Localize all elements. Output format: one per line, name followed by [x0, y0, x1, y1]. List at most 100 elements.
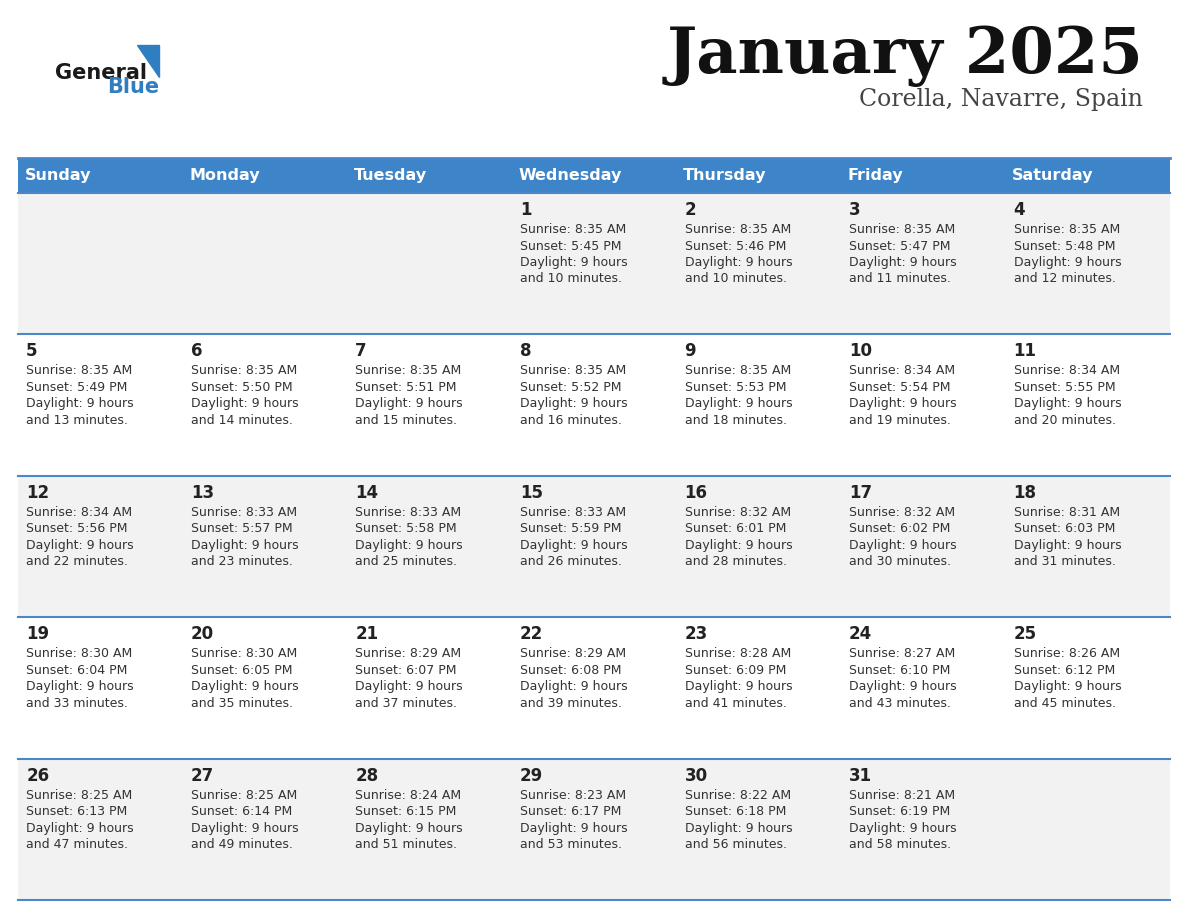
Text: Sunrise: 8:26 AM: Sunrise: 8:26 AM — [1013, 647, 1120, 660]
Text: Daylight: 9 hours: Daylight: 9 hours — [520, 680, 627, 693]
Text: Daylight: 9 hours: Daylight: 9 hours — [520, 539, 627, 552]
Text: 3: 3 — [849, 201, 861, 219]
Text: Daylight: 9 hours: Daylight: 9 hours — [520, 397, 627, 410]
Text: Sunrise: 8:21 AM: Sunrise: 8:21 AM — [849, 789, 955, 801]
Text: Daylight: 9 hours: Daylight: 9 hours — [191, 822, 298, 834]
Text: and 20 minutes.: and 20 minutes. — [1013, 414, 1116, 427]
Text: Daylight: 9 hours: Daylight: 9 hours — [849, 539, 956, 552]
Text: and 56 minutes.: and 56 minutes. — [684, 838, 786, 851]
Text: and 11 minutes.: and 11 minutes. — [849, 273, 950, 285]
Bar — [18, 476, 1170, 617]
Text: Sunrise: 8:35 AM: Sunrise: 8:35 AM — [520, 223, 626, 236]
Text: 31: 31 — [849, 767, 872, 785]
Text: Daylight: 9 hours: Daylight: 9 hours — [849, 256, 956, 269]
Text: Sunset: 5:45 PM: Sunset: 5:45 PM — [520, 240, 621, 252]
Text: Sunset: 5:50 PM: Sunset: 5:50 PM — [191, 381, 292, 394]
Text: 6: 6 — [191, 342, 202, 361]
Text: Sunrise: 8:35 AM: Sunrise: 8:35 AM — [520, 364, 626, 377]
Text: and 35 minutes.: and 35 minutes. — [191, 697, 292, 710]
Text: Friday: Friday — [847, 168, 903, 183]
Text: 15: 15 — [520, 484, 543, 502]
Text: Sunrise: 8:30 AM: Sunrise: 8:30 AM — [191, 647, 297, 660]
Text: Saturday: Saturday — [1012, 168, 1093, 183]
Text: 30: 30 — [684, 767, 708, 785]
Text: and 45 minutes.: and 45 minutes. — [1013, 697, 1116, 710]
Text: Sunrise: 8:35 AM: Sunrise: 8:35 AM — [26, 364, 133, 377]
Text: Sunset: 6:12 PM: Sunset: 6:12 PM — [1013, 664, 1114, 677]
Text: Sunset: 6:13 PM: Sunset: 6:13 PM — [26, 805, 127, 818]
Text: 25: 25 — [1013, 625, 1037, 644]
Text: Sunset: 5:54 PM: Sunset: 5:54 PM — [849, 381, 950, 394]
Text: and 49 minutes.: and 49 minutes. — [191, 838, 292, 851]
Text: Sunrise: 8:35 AM: Sunrise: 8:35 AM — [684, 364, 791, 377]
Text: 27: 27 — [191, 767, 214, 785]
Text: Sunset: 6:08 PM: Sunset: 6:08 PM — [520, 664, 621, 677]
Bar — [18, 334, 1170, 476]
Text: 20: 20 — [191, 625, 214, 644]
Text: Sunset: 5:59 PM: Sunset: 5:59 PM — [520, 522, 621, 535]
Text: Sunset: 5:57 PM: Sunset: 5:57 PM — [191, 522, 292, 535]
Text: Daylight: 9 hours: Daylight: 9 hours — [191, 539, 298, 552]
Text: and 31 minutes.: and 31 minutes. — [1013, 555, 1116, 568]
Text: Sunrise: 8:23 AM: Sunrise: 8:23 AM — [520, 789, 626, 801]
Text: 28: 28 — [355, 767, 379, 785]
Text: Sunrise: 8:25 AM: Sunrise: 8:25 AM — [26, 789, 133, 801]
Text: Sunset: 6:10 PM: Sunset: 6:10 PM — [849, 664, 950, 677]
Text: Daylight: 9 hours: Daylight: 9 hours — [684, 822, 792, 834]
Bar — [18, 193, 1170, 334]
Text: Daylight: 9 hours: Daylight: 9 hours — [355, 397, 463, 410]
Text: and 53 minutes.: and 53 minutes. — [520, 838, 623, 851]
Text: Daylight: 9 hours: Daylight: 9 hours — [26, 539, 134, 552]
Text: Daylight: 9 hours: Daylight: 9 hours — [849, 822, 956, 834]
Text: Sunset: 5:55 PM: Sunset: 5:55 PM — [1013, 381, 1116, 394]
Text: Sunrise: 8:35 AM: Sunrise: 8:35 AM — [849, 223, 955, 236]
Text: 18: 18 — [1013, 484, 1037, 502]
Text: Sunrise: 8:27 AM: Sunrise: 8:27 AM — [849, 647, 955, 660]
Text: Daylight: 9 hours: Daylight: 9 hours — [191, 680, 298, 693]
Text: Sunset: 6:15 PM: Sunset: 6:15 PM — [355, 805, 456, 818]
Text: and 43 minutes.: and 43 minutes. — [849, 697, 950, 710]
Text: 11: 11 — [1013, 342, 1037, 361]
Text: Sunset: 5:53 PM: Sunset: 5:53 PM — [684, 381, 786, 394]
Text: Daylight: 9 hours: Daylight: 9 hours — [684, 680, 792, 693]
Text: Daylight: 9 hours: Daylight: 9 hours — [355, 822, 463, 834]
Text: Daylight: 9 hours: Daylight: 9 hours — [1013, 680, 1121, 693]
Text: Thursday: Thursday — [683, 168, 766, 183]
Text: 13: 13 — [191, 484, 214, 502]
Text: Sunrise: 8:35 AM: Sunrise: 8:35 AM — [684, 223, 791, 236]
Text: Sunset: 6:03 PM: Sunset: 6:03 PM — [1013, 522, 1116, 535]
Text: Sunrise: 8:28 AM: Sunrise: 8:28 AM — [684, 647, 791, 660]
Text: and 14 minutes.: and 14 minutes. — [191, 414, 292, 427]
Text: and 18 minutes.: and 18 minutes. — [684, 414, 786, 427]
Text: Sunset: 5:58 PM: Sunset: 5:58 PM — [355, 522, 457, 535]
Text: and 41 minutes.: and 41 minutes. — [684, 697, 786, 710]
Text: and 30 minutes.: and 30 minutes. — [849, 555, 952, 568]
Text: Sunrise: 8:31 AM: Sunrise: 8:31 AM — [1013, 506, 1120, 519]
Text: Sunrise: 8:29 AM: Sunrise: 8:29 AM — [520, 647, 626, 660]
Text: and 23 minutes.: and 23 minutes. — [191, 555, 292, 568]
Text: Sunrise: 8:35 AM: Sunrise: 8:35 AM — [355, 364, 462, 377]
Text: and 19 minutes.: and 19 minutes. — [849, 414, 950, 427]
Text: and 26 minutes.: and 26 minutes. — [520, 555, 621, 568]
Text: Daylight: 9 hours: Daylight: 9 hours — [520, 256, 627, 269]
Text: Sunrise: 8:34 AM: Sunrise: 8:34 AM — [1013, 364, 1120, 377]
Text: and 10 minutes.: and 10 minutes. — [684, 273, 786, 285]
Text: Sunset: 6:18 PM: Sunset: 6:18 PM — [684, 805, 786, 818]
Text: Sunset: 5:48 PM: Sunset: 5:48 PM — [1013, 240, 1116, 252]
Bar — [18, 158, 1170, 193]
Text: Daylight: 9 hours: Daylight: 9 hours — [849, 397, 956, 410]
Text: Tuesday: Tuesday — [354, 168, 426, 183]
Text: Sunrise: 8:33 AM: Sunrise: 8:33 AM — [355, 506, 461, 519]
Text: 8: 8 — [520, 342, 531, 361]
Text: 7: 7 — [355, 342, 367, 361]
Text: General: General — [55, 63, 147, 83]
Text: Daylight: 9 hours: Daylight: 9 hours — [26, 397, 134, 410]
Text: and 22 minutes.: and 22 minutes. — [26, 555, 128, 568]
Text: Sunset: 6:05 PM: Sunset: 6:05 PM — [191, 664, 292, 677]
Text: Daylight: 9 hours: Daylight: 9 hours — [684, 539, 792, 552]
Text: and 51 minutes.: and 51 minutes. — [355, 838, 457, 851]
Text: Sunday: Sunday — [25, 168, 91, 183]
Text: Sunrise: 8:32 AM: Sunrise: 8:32 AM — [849, 506, 955, 519]
Text: Daylight: 9 hours: Daylight: 9 hours — [191, 397, 298, 410]
Text: 14: 14 — [355, 484, 379, 502]
